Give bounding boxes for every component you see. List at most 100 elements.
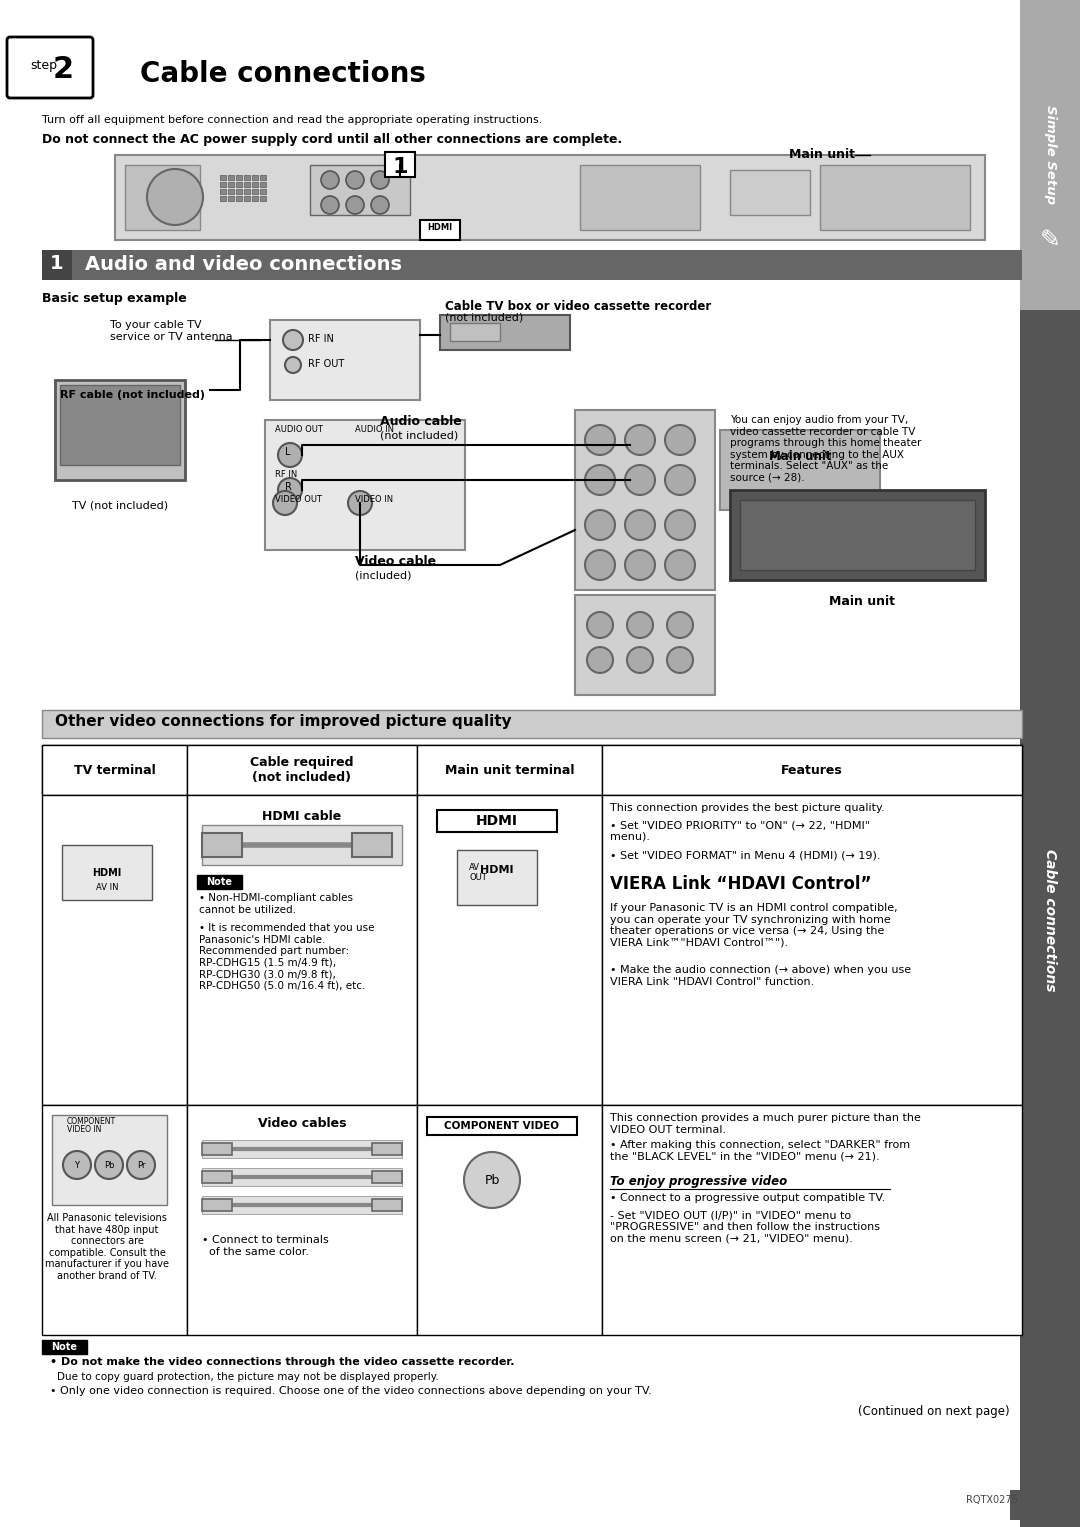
Text: VIERA Link “HDAVI Control”: VIERA Link “HDAVI Control”	[610, 875, 872, 893]
Text: • After making this connection, select "DARKER" from
the "BLACK LEVEL" in the "V: • After making this connection, select "…	[610, 1141, 910, 1162]
Text: Due to copy guard protection, the picture may not be displayed properly.: Due to copy guard protection, the pictur…	[57, 1371, 438, 1382]
Bar	[237, 195, 242, 202]
Circle shape	[273, 492, 297, 515]
Circle shape	[372, 171, 389, 189]
Bar	[252, 195, 258, 202]
Bar	[55, 380, 185, 479]
Text: step: step	[30, 58, 57, 72]
Text: COMPONENT: COMPONENT	[67, 1116, 117, 1125]
Text: Cable connections: Cable connections	[1043, 849, 1057, 991]
Bar	[42, 250, 1022, 279]
Circle shape	[667, 612, 693, 638]
Text: RF OUT: RF OUT	[308, 359, 345, 370]
Bar	[450, 324, 500, 341]
Text: Video cable: Video cable	[355, 554, 436, 568]
Text: HDMI: HDMI	[428, 223, 453, 232]
Text: VIDEO IN: VIDEO IN	[67, 1125, 102, 1135]
Bar	[228, 189, 234, 194]
Text: Main unit: Main unit	[769, 450, 832, 463]
Circle shape	[665, 510, 696, 541]
Text: COMPONENT VIDEO: COMPONENT VIDEO	[445, 1121, 559, 1132]
Bar	[220, 182, 226, 186]
Bar	[52, 1115, 167, 1205]
Circle shape	[346, 195, 364, 214]
Bar	[202, 834, 242, 857]
Bar	[437, 809, 557, 832]
Text: Simple Setup: Simple Setup	[1043, 105, 1056, 205]
Text: Main unit terminal: Main unit terminal	[445, 764, 575, 777]
Circle shape	[321, 171, 339, 189]
Text: This connection provides the best picture quality.: This connection provides the best pictur…	[610, 803, 885, 812]
Bar	[125, 165, 200, 231]
FancyBboxPatch shape	[6, 37, 93, 98]
Text: HDMI cable: HDMI cable	[262, 809, 341, 823]
Text: VIDEO OUT: VIDEO OUT	[275, 495, 322, 504]
Bar	[260, 195, 266, 202]
Circle shape	[665, 466, 696, 495]
Bar	[260, 176, 266, 180]
Bar	[602, 796, 1022, 1106]
Text: OUT: OUT	[469, 873, 487, 883]
Text: Note: Note	[51, 1342, 77, 1351]
Bar	[602, 1106, 1022, 1335]
Text: VIDEO IN: VIDEO IN	[355, 495, 393, 504]
Text: AUDIO OUT: AUDIO OUT	[275, 425, 323, 434]
Bar	[42, 250, 72, 279]
Text: (included): (included)	[355, 570, 411, 580]
Circle shape	[372, 195, 389, 214]
Bar	[575, 596, 715, 695]
Circle shape	[283, 330, 303, 350]
Text: • Set "VIDEO PRIORITY" to "ON" (→ 22, "HDMI"
menu).: • Set "VIDEO PRIORITY" to "ON" (→ 22, "H…	[610, 820, 870, 841]
Text: Basic setup example: Basic setup example	[42, 292, 187, 305]
Text: • It is recommended that you use
Panasonic's HDMI cable.
Recommended part number: • It is recommended that you use Panason…	[199, 922, 375, 991]
Text: 1: 1	[50, 253, 64, 273]
Text: R: R	[284, 483, 292, 492]
Bar	[202, 1196, 402, 1214]
Bar	[252, 182, 258, 186]
Bar	[244, 176, 249, 180]
Text: 2: 2	[53, 55, 73, 84]
Bar	[1020, 0, 1080, 310]
Circle shape	[625, 425, 654, 455]
Text: You can enjoy audio from your TV,
video cassette recorder or cable TV
programs t: You can enjoy audio from your TV, video …	[730, 415, 921, 483]
Text: (not included): (not included)	[380, 431, 458, 440]
Bar	[1020, 310, 1080, 1527]
Text: Cable required
(not included): Cable required (not included)	[251, 756, 354, 783]
Bar	[270, 321, 420, 400]
Bar	[202, 1171, 232, 1183]
Bar	[244, 189, 249, 194]
Bar	[228, 176, 234, 180]
Bar	[202, 825, 402, 864]
Bar	[202, 1168, 402, 1186]
Text: RQTX0275: RQTX0275	[967, 1495, 1018, 1506]
Circle shape	[667, 647, 693, 673]
Text: RF IN: RF IN	[275, 470, 297, 479]
Bar	[220, 195, 226, 202]
Circle shape	[95, 1151, 123, 1179]
Text: Main unit: Main unit	[829, 596, 895, 608]
Text: Main unit: Main unit	[789, 148, 855, 160]
Bar	[730, 169, 810, 215]
Text: Do not connect the AC power supply cord until all other connections are complete: Do not connect the AC power supply cord …	[42, 133, 622, 147]
Text: AUDIO IN: AUDIO IN	[355, 425, 394, 434]
Bar	[427, 1116, 577, 1135]
Text: HDMI: HDMI	[476, 814, 518, 828]
Text: Cable connections: Cable connections	[140, 60, 426, 89]
Text: HDMI: HDMI	[481, 864, 514, 875]
Text: • Connect to terminals
  of the same color.: • Connect to terminals of the same color…	[202, 1235, 328, 1257]
Text: • Non-HDMI-compliant cables
cannot be utilized.: • Non-HDMI-compliant cables cannot be ut…	[199, 893, 353, 915]
Bar	[265, 420, 465, 550]
Bar	[730, 490, 985, 580]
Bar	[260, 189, 266, 194]
Circle shape	[464, 1151, 519, 1208]
Bar	[114, 156, 985, 240]
Bar	[220, 189, 226, 194]
Bar	[228, 182, 234, 186]
Text: Video cables: Video cables	[258, 1116, 347, 1130]
Text: Other video connections for improved picture quality: Other video connections for improved pic…	[55, 715, 512, 728]
Text: - Set "VIDEO OUT (I/P)" in "VIDEO" menu to
"PROGRESSIVE" and then follow the ins: - Set "VIDEO OUT (I/P)" in "VIDEO" menu …	[610, 1209, 880, 1243]
Text: Features: Features	[781, 764, 842, 777]
Bar	[580, 165, 700, 231]
Bar	[1010, 1490, 1020, 1519]
Bar	[372, 1144, 402, 1154]
